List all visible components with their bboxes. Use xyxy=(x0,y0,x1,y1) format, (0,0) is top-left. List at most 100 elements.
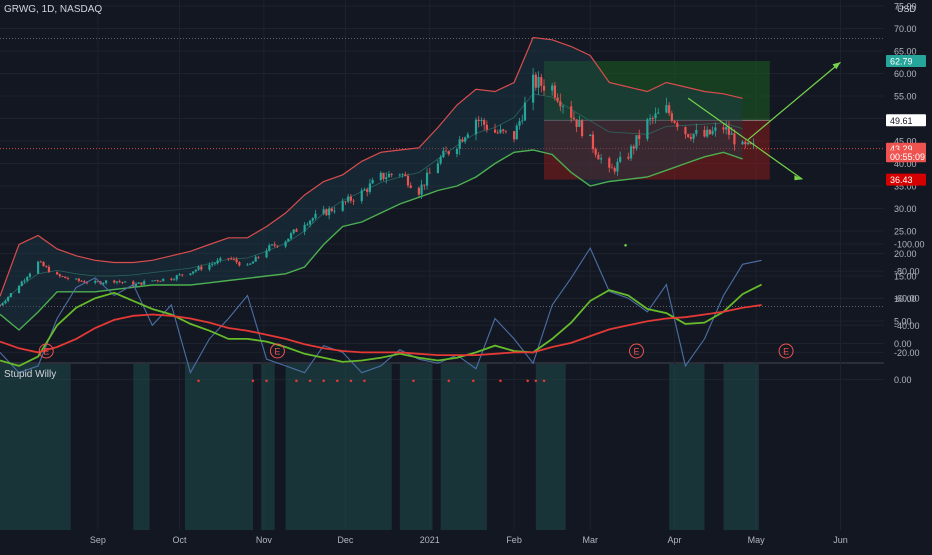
candle-body xyxy=(352,200,355,202)
candle-body xyxy=(23,280,26,282)
candle-body xyxy=(20,281,23,286)
candle-body xyxy=(303,224,306,232)
candle-body xyxy=(670,113,673,122)
candle-body xyxy=(502,129,505,131)
candle-body xyxy=(45,266,48,267)
candle-body xyxy=(714,127,717,131)
candle-body xyxy=(591,134,595,149)
candle-body xyxy=(512,131,516,140)
time-tick-label: Mar xyxy=(582,535,598,545)
price-tick-label: 65.00 xyxy=(894,47,917,57)
candle-body xyxy=(178,274,181,276)
candle-body xyxy=(466,134,469,138)
candle-body xyxy=(4,300,7,304)
candle-body xyxy=(287,238,290,242)
candle-body xyxy=(417,187,420,195)
candle-body xyxy=(137,282,140,284)
price-axis-bg xyxy=(884,0,932,550)
candle-body xyxy=(619,156,622,162)
candle-body xyxy=(703,130,706,137)
earnings-marker xyxy=(778,343,794,359)
candle-body xyxy=(673,121,676,123)
osc-tick-label: -80.00 xyxy=(894,267,920,277)
candle-body xyxy=(627,156,630,159)
candle-body xyxy=(616,161,619,172)
price-label-text: 62.79 xyxy=(890,56,913,66)
indicator-title[interactable]: Stupid Willy xyxy=(4,369,57,380)
candle-body xyxy=(600,158,603,160)
candle-body xyxy=(597,154,600,160)
candle-body xyxy=(648,118,652,120)
candle-body xyxy=(273,244,276,246)
price-label-box xyxy=(886,54,926,67)
price-label-text: 00:55:09 xyxy=(890,152,925,162)
candle-body xyxy=(504,130,508,132)
candle-body xyxy=(390,173,393,175)
candle-body xyxy=(270,244,274,246)
lower-band-line xyxy=(0,149,743,331)
candle-body xyxy=(613,168,616,172)
time-tick-label: Apr xyxy=(668,535,682,545)
price-tick-label: 35.00 xyxy=(894,182,917,192)
candle-body xyxy=(156,280,159,282)
candle-body xyxy=(398,174,401,176)
candle-body xyxy=(646,119,649,139)
candle-body xyxy=(572,117,576,120)
candle-body xyxy=(235,259,238,263)
top-signal-marker: ● xyxy=(412,379,416,385)
candle-body xyxy=(366,189,369,192)
time-tick-label: May xyxy=(748,535,766,545)
candle-body xyxy=(542,85,546,91)
top-signal-marker: ● xyxy=(534,379,538,385)
candle-body xyxy=(741,141,744,145)
candle-body xyxy=(1,303,4,306)
candle-body xyxy=(344,201,347,203)
candle-body xyxy=(692,133,695,139)
arrow-head-up xyxy=(832,62,841,70)
candle-body xyxy=(409,185,412,188)
candle-body xyxy=(730,133,733,135)
candle-body xyxy=(387,173,391,178)
candle-body xyxy=(232,258,236,260)
candle-body xyxy=(493,129,497,133)
candle-body xyxy=(36,261,40,274)
candle-body xyxy=(17,285,21,294)
candle-body xyxy=(632,146,635,149)
candle-body xyxy=(132,281,135,287)
signal-shade-band xyxy=(535,364,566,530)
osc-series-line-0 xyxy=(0,246,762,375)
candle-body xyxy=(330,208,333,212)
signal-shade-band xyxy=(184,364,253,530)
candle-body xyxy=(113,280,116,283)
signal-shade-band xyxy=(0,364,71,530)
candle-body xyxy=(521,120,524,122)
price-tick-label: 10.00 xyxy=(894,294,917,304)
price-tick-label: 20.00 xyxy=(894,249,917,259)
price-label-text: 43.29 xyxy=(890,144,913,154)
candle-body xyxy=(347,196,350,202)
signal-shade-band xyxy=(133,364,150,530)
candle-body xyxy=(328,208,331,216)
candle-body xyxy=(121,281,124,283)
candle-body xyxy=(96,280,100,282)
candle-body xyxy=(483,119,486,125)
candle-body xyxy=(406,175,410,186)
candle-body xyxy=(134,283,138,287)
top-signal-marker: ● xyxy=(322,379,326,385)
top-signal-marker: ● xyxy=(295,379,299,385)
upper-band-line xyxy=(0,36,743,297)
price-tick-label: 25.00 xyxy=(894,227,917,237)
candle-body xyxy=(382,172,385,180)
candle-body xyxy=(474,119,478,135)
candle-body xyxy=(404,174,407,176)
candle-body xyxy=(447,151,450,155)
symbol-header[interactable]: GRWG, 1D, NASDAQ xyxy=(4,4,103,15)
arrow-head-down xyxy=(794,175,803,181)
candle-body xyxy=(436,163,440,174)
osc-series-line-2 xyxy=(0,304,762,356)
candle-body xyxy=(143,281,146,285)
candle-body xyxy=(360,190,363,202)
candle-body xyxy=(608,158,611,168)
candle-body xyxy=(192,271,195,274)
